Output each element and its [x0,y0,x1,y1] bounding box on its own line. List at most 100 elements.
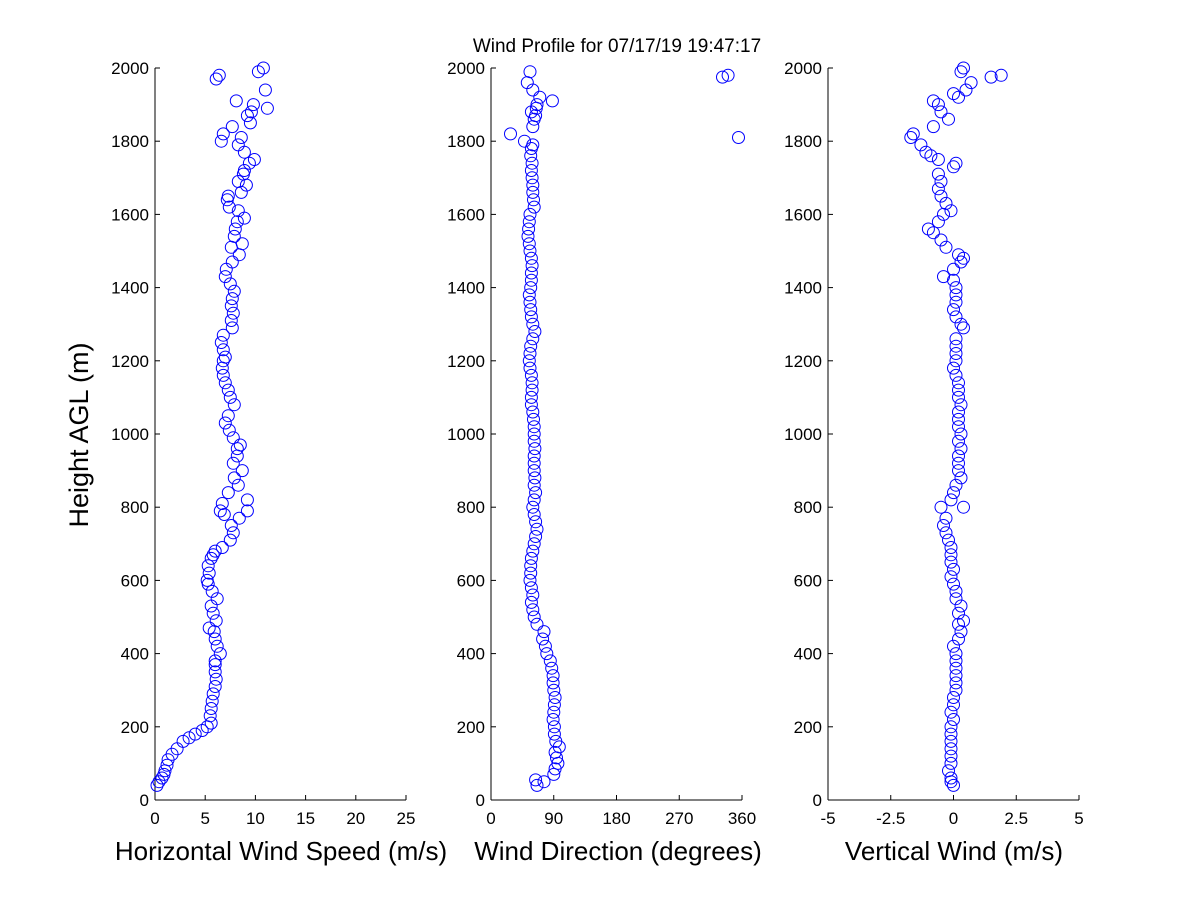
data-point [227,284,241,298]
data-point [226,526,240,540]
data-point [527,193,540,207]
data-point [954,317,968,331]
data-point [216,368,230,382]
data-point [204,716,218,730]
y-tick-label: 400 [457,645,485,664]
data-point [205,584,219,598]
y-tick-label: 600 [121,571,149,590]
data-point [937,270,950,284]
data-point [524,559,538,573]
data-point [947,273,960,287]
data-point [944,756,958,770]
data-point [523,295,537,309]
data-point [524,595,538,609]
data-point [954,255,968,269]
data-point [209,614,223,628]
data-point [949,332,963,346]
data-point [949,654,963,668]
x-tick-label: 25 [397,809,416,828]
data-point [526,185,540,199]
data-point [528,471,542,485]
panel-vertical-wind: Vertical Wind (m/s) 0 200 400 600 800 1000 120… [784,59,1084,866]
data-point [934,175,948,188]
data-point [215,541,229,554]
data-point [524,164,538,177]
data-point [216,127,230,141]
data-point [954,65,968,79]
data-point [526,603,540,617]
data-point [208,658,222,672]
data-point [944,493,958,507]
data-point [526,588,540,602]
data-point [231,204,245,218]
data-point [944,734,958,748]
data-point [222,423,236,437]
data-point [732,131,745,144]
data-point [201,559,215,573]
data-point [251,65,265,79]
data-point [208,680,222,693]
data-point [524,266,538,280]
data-point [520,76,534,90]
data-point [952,632,965,646]
data-point [536,632,550,646]
data-point [944,727,958,741]
data-point [921,222,935,236]
data-point [944,204,958,218]
data-point [206,548,220,562]
data-point [225,321,239,335]
figure-title: Wind Profile for 07/17/19 19:47:17 [473,36,761,57]
data-point [949,295,963,309]
data-point [547,698,561,712]
data-point [944,742,958,756]
y-tick-label: 600 [457,571,485,590]
data-point [213,647,227,661]
y-tick-label: 800 [121,498,149,517]
data-point [221,486,235,500]
data-point [527,537,541,551]
data-point [240,504,254,518]
data-point [526,332,540,346]
y-tick-label: 400 [794,645,822,664]
data-point [529,109,543,123]
data-point [530,522,544,536]
data-point [526,178,540,192]
data-point [527,434,541,448]
data-point [947,562,960,576]
data-point [949,288,963,302]
y-tick-label: 1600 [111,205,149,224]
data-point [906,127,920,141]
data-point [188,727,202,741]
data-point [229,94,243,108]
data-point [952,606,965,620]
data-point [518,134,531,148]
data-point [530,98,544,112]
data-point [947,486,960,500]
x-tick-label: 0 [949,809,958,828]
data-point [959,83,973,97]
data-point [224,519,238,532]
y-tick-label: 1600 [447,205,485,224]
y-tick-label: 0 [476,791,485,810]
data-point [543,654,557,668]
data-point [215,497,229,510]
data-point [527,493,541,507]
data-point [230,449,244,463]
data-point [217,508,231,521]
data-point [231,478,245,492]
data-point [522,237,536,251]
y-tick-label: 1400 [111,279,149,298]
data-point [947,639,960,653]
y-tick-label: 1000 [111,425,149,444]
data-point [526,405,540,419]
data-point [208,632,222,646]
y-tick-label: 400 [121,645,149,664]
x-axis-label-vertical-wind: Vertical Wind (m/s) [845,836,1063,866]
data-point [926,94,940,108]
data-point [949,592,963,606]
data-point [949,478,963,492]
data-point [525,376,539,390]
data-point [237,211,251,225]
data-point [548,691,562,704]
data-point [528,442,542,456]
